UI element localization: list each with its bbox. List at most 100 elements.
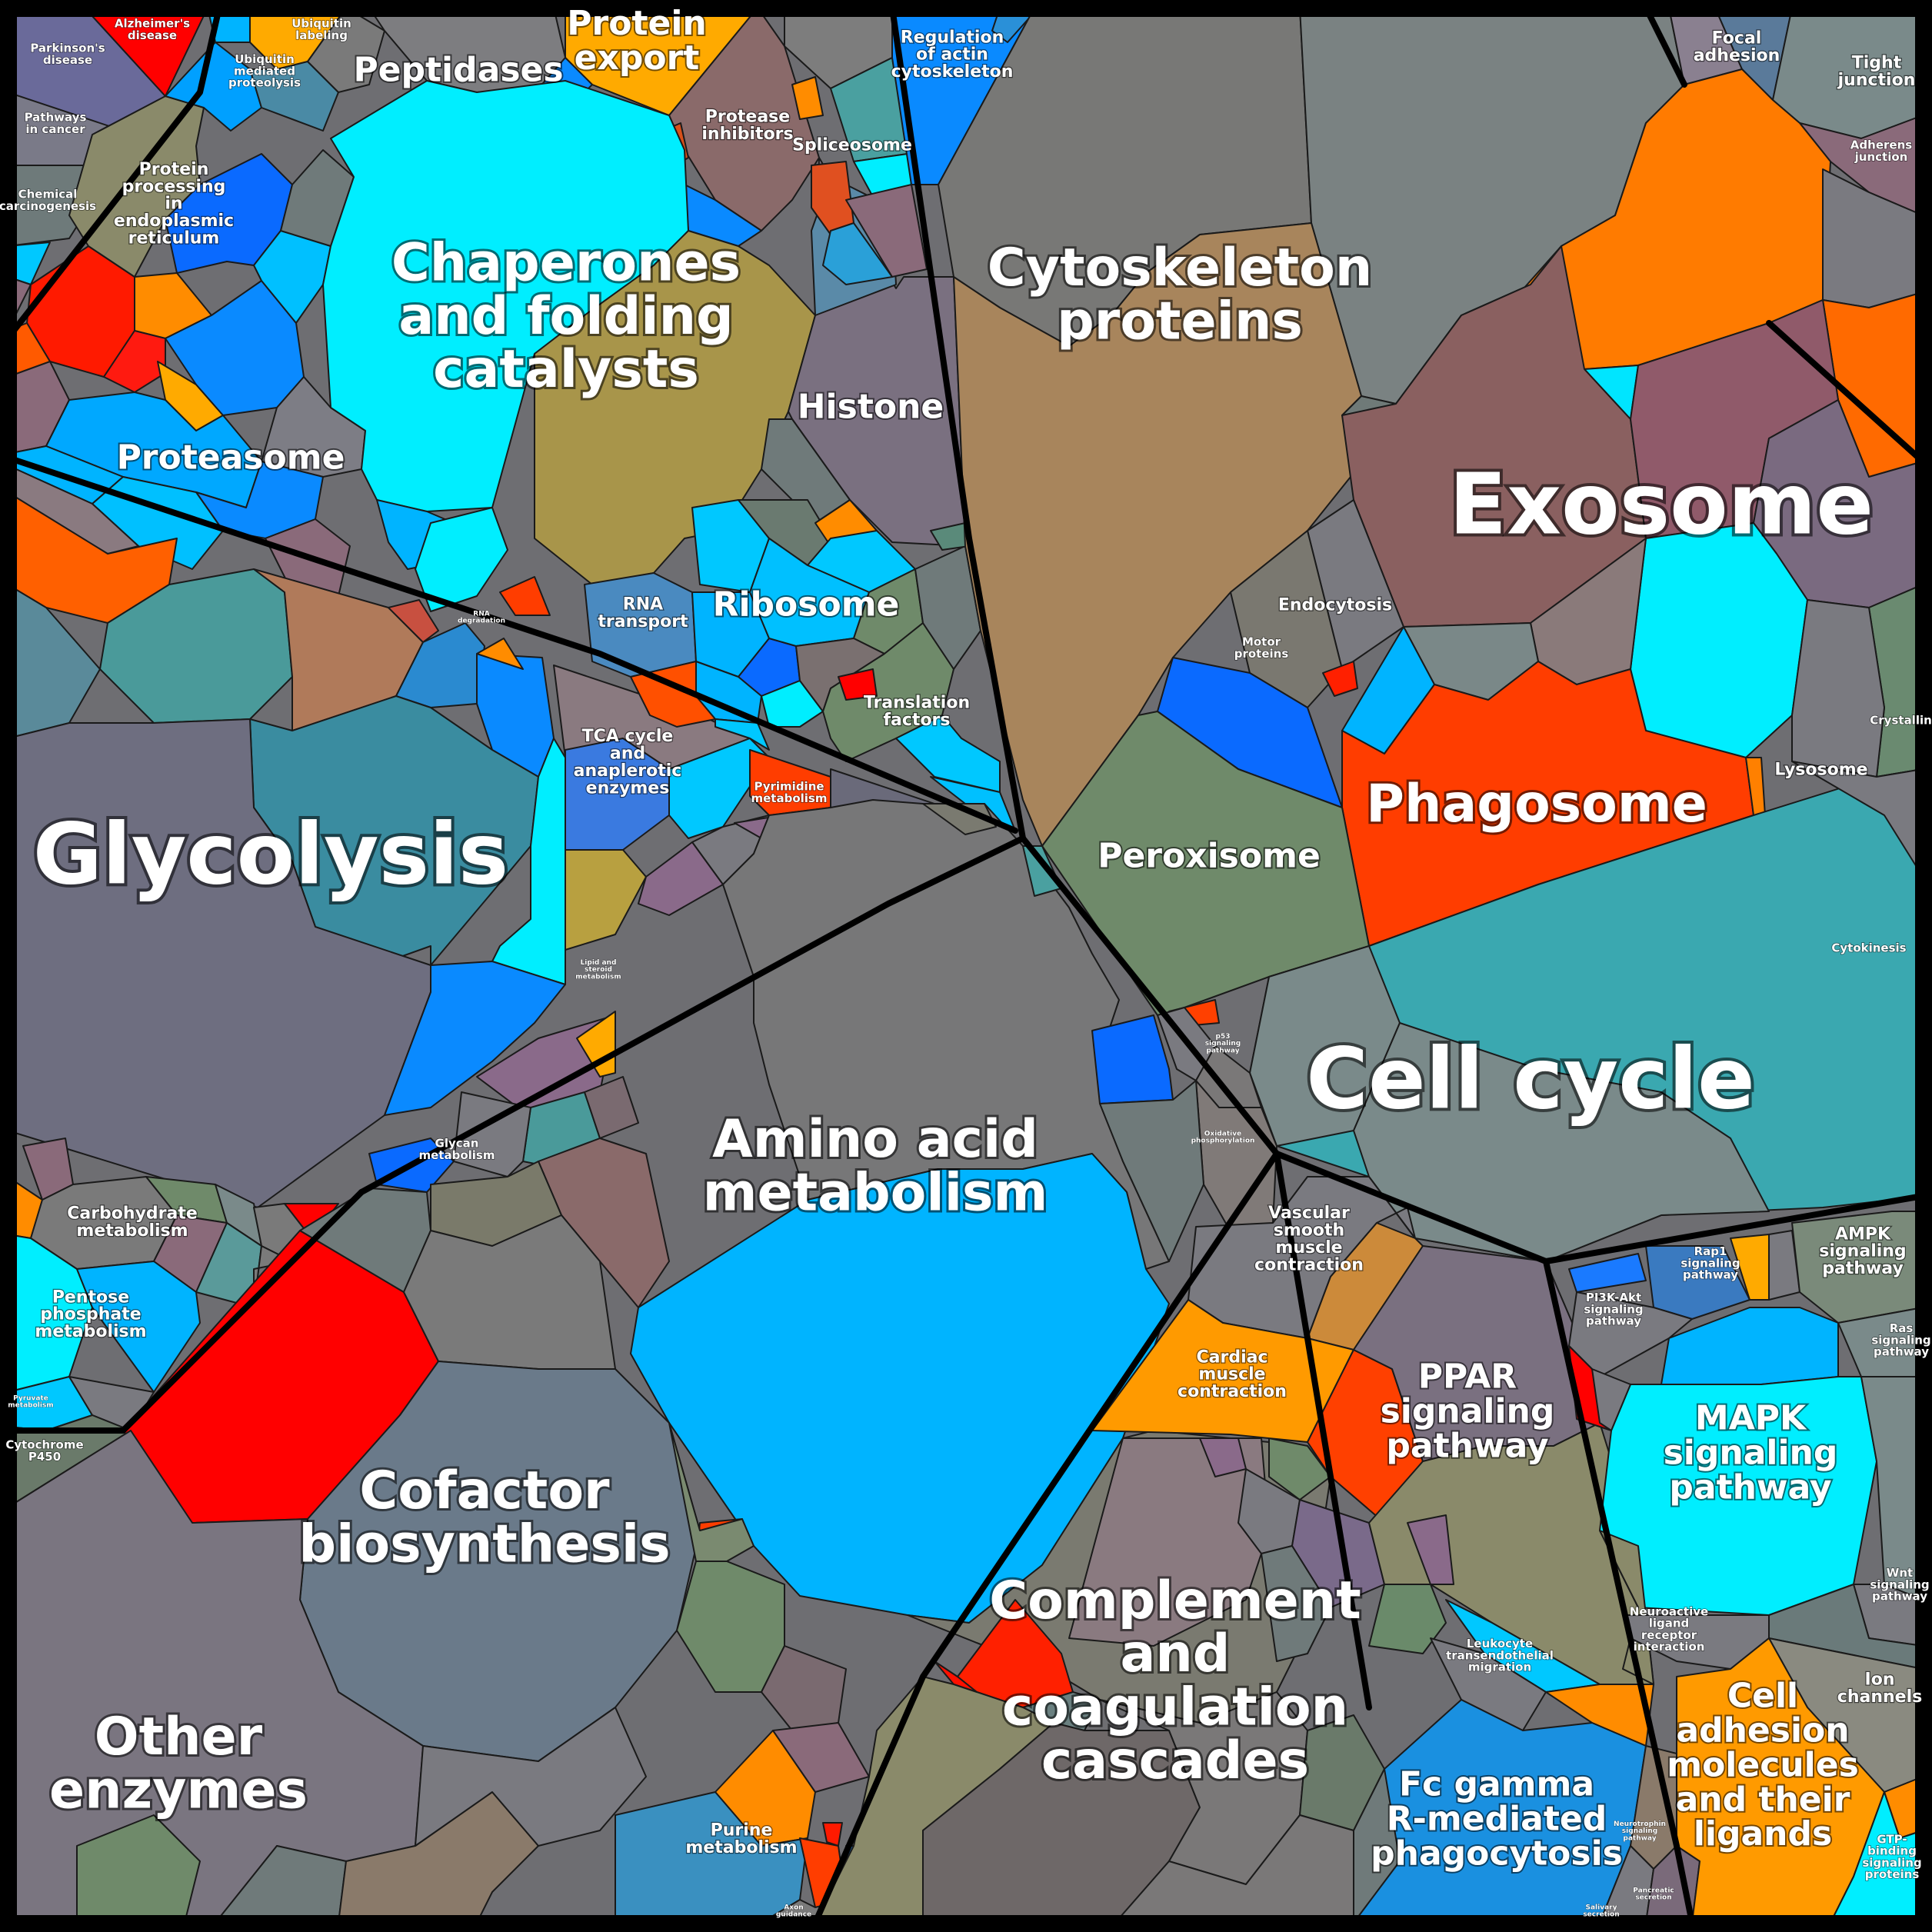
cell-green-cofactor-2 <box>668 1422 754 1562</box>
label-rap1-signaling: Rap1 signaling pathway <box>1681 1244 1740 1282</box>
label-glycan-metabolism: Glycan metabolism <box>419 1137 495 1162</box>
label-neurotrophin: Neurotrophin signaling pathway <box>1614 1820 1666 1842</box>
label-vascular-smooth-muscle: Vascular smooth muscle contraction <box>1254 1204 1364 1274</box>
label-motor-proteins: Motor proteins <box>1234 635 1289 661</box>
cell-gray-amino-left <box>584 1076 639 1139</box>
cell-purple-tca <box>638 841 724 916</box>
label-adherens-junction: Adherens junction <box>1850 138 1912 164</box>
label-protein-processing-er: Protein processing in endoplasmic reticulum <box>114 160 234 248</box>
region-border-cytoskeleton <box>889 5 1026 841</box>
cell-chaperones <box>322 80 689 512</box>
label-salivary-secretion: Salivary secretion <box>1583 1904 1619 1919</box>
label-pathways-in-cancer: Pathways in cancer <box>25 111 87 136</box>
label-tight-junction: Tight junction <box>1837 53 1916 89</box>
label-cardiac-muscle: Cardiac muscle contraction <box>1178 1347 1287 1401</box>
cell-rap1-signaling <box>1645 1245 1750 1320</box>
label-ion-channels: Ion channels <box>1837 1670 1922 1706</box>
cell-translation-factors <box>822 622 954 762</box>
label-pi3k-akt: PI3K-Akt signaling pathway <box>1584 1291 1643 1328</box>
label-histone: Histone <box>798 387 944 426</box>
label-mapk-signaling: MAPK signaling pathway <box>1664 1399 1838 1507</box>
region-border-complement <box>812 1151 1280 1926</box>
label-amino-acid: Amino acid metabolism <box>703 1109 1048 1223</box>
region-border-amino-left <box>358 835 1026 1195</box>
cell-gray-complement-2 <box>1261 1545 1331 1662</box>
cell-orange-glycolysis-small <box>476 638 524 670</box>
label-oxidative-phosphorylation: Oxidative phosphorylation <box>1191 1131 1255 1145</box>
label-cofactor-biosynthesis: Cofactor biosynthesis <box>298 1461 670 1574</box>
cell-olive-tca <box>565 849 647 951</box>
label-tca-cycle: TCA cycle and anaplerotic enzymes <box>574 727 682 798</box>
cells <box>7 7 1924 1924</box>
label-axon-guidance: Axon guidance <box>776 1904 811 1919</box>
region-borders <box>5 5 1926 1926</box>
label-pyruvate: Pyruvate metabolism <box>8 1395 53 1410</box>
cell-oxidative-phosphorylation <box>1195 1080 1277 1239</box>
cell-azure-glycolysis-low <box>384 961 566 1116</box>
label-leukocyte-migration: Leukocyte transendothelial migration <box>1446 1637 1554 1674</box>
cell-green-ppar <box>1368 1584 1447 1654</box>
cell-lysosome <box>1791 599 1885 778</box>
cell-gray-signal-strip <box>1591 1368 1631 1431</box>
label-ubiquitin-mediated: Ubiquitin mediated proteolysis <box>228 52 301 90</box>
cell-cyan-chaperone-low <box>415 507 508 612</box>
cell-steel-spliceosome <box>822 222 893 285</box>
label-translation-factors: Translation factors <box>864 693 970 729</box>
label-cytoskeleton: Cytoskeleton proteins <box>988 238 1373 351</box>
label-lysosome: Lysosome <box>1774 761 1867 780</box>
label-glycolysis: Glycolysis <box>33 805 509 904</box>
cell-gray-enzymes-mid <box>415 1707 647 1847</box>
label-peptidases: Peptidases <box>353 50 563 89</box>
label-regulation-actin: Regulation of actin cytoskeleton <box>891 28 1014 82</box>
label-ribosome: Ribosome <box>713 585 900 624</box>
cell-royal-amino <box>1091 1014 1174 1104</box>
cell-red-small <box>103 330 166 393</box>
cell-red-small-amino <box>838 668 878 701</box>
cell-pentose-phosphate <box>76 1261 201 1393</box>
cell-cyan-ribosome-4 <box>715 718 770 751</box>
cell-cell-cycle-lower <box>1353 1022 1770 1262</box>
region-border-genetic-metabolism <box>5 455 1018 834</box>
label-neuroactive-ligand: Neuroactive ligand receptor interaction <box>1630 1604 1708 1654</box>
cell-purple-complement-2 <box>1291 1499 1385 1608</box>
label-pentose-phosphate: Pentose phosphate metabolism <box>35 1287 146 1341</box>
region-border-mapk <box>1543 1258 1695 1926</box>
cell-red-purine-tiny <box>822 1822 843 1847</box>
label-rna-transport: RNA transport <box>598 595 688 631</box>
label-other-enzymes: Other enzymes <box>49 1707 308 1820</box>
region-border-cofactor <box>5 1189 365 1434</box>
cell-cyan-translation <box>895 715 1001 793</box>
cell-red-orange-chaperone <box>499 576 551 616</box>
label-cytokinesis: Cytokinesis <box>1831 941 1906 954</box>
label-purine-metabolism: Purine metabolism <box>685 1820 797 1857</box>
label-spliceosome: Spliceosome <box>792 136 912 155</box>
label-complement-coagulation: Complement and coagulation cascades <box>989 1571 1361 1791</box>
label-gtp-binding: GTP-binding signaling proteins <box>1862 1832 1921 1881</box>
label-rna-degradation: RNA degradation <box>458 611 505 625</box>
label-wnt-signaling: Wnt signaling pathway <box>1870 1566 1929 1604</box>
region-border-focal <box>1643 5 1687 88</box>
label-cytochrome-p450: Cytochrome P450 <box>5 1438 83 1464</box>
label-carbohydrate: Carbohydrate metabolism <box>67 1204 198 1240</box>
label-fc-gamma-phagocytosis: Fc gamma R-mediated phagocytosis <box>1371 1765 1623 1874</box>
cell-green-enzymes <box>76 1814 201 1924</box>
cell-brown-cofactor <box>761 1645 847 1731</box>
cell-leukocyte <box>1430 1637 1547 1731</box>
label-ppar-signaling: PPAR signaling pathway <box>1381 1357 1555 1466</box>
cell-mauve-spliceosome <box>845 184 928 278</box>
cell-gray-ribosome-right <box>914 545 981 670</box>
label-cell-adhesion-molecules: Cell adhesion molecules and their ligands <box>1667 1677 1859 1854</box>
cell-orange-spliceosome <box>791 76 824 120</box>
label-exosome: Exosome <box>1449 455 1874 554</box>
cell-red-endocytosis <box>1322 661 1358 697</box>
label-phagosome: Phagosome <box>1366 774 1707 834</box>
label-ampk-signaling: AMPK signaling pathway <box>1819 1224 1906 1278</box>
region-border-exosome-right <box>1766 320 1926 465</box>
label-pancreatic-secretion: Pancreatic secretion <box>1633 1887 1674 1902</box>
label-ras-signaling: Ras signaling pathway <box>1871 1321 1930 1359</box>
label-pyrimidine: Pyrimidine metabolism <box>751 780 828 805</box>
label-parkinsons-disease: Parkinson's disease <box>30 42 105 67</box>
label-protein-export: Protein export <box>567 4 706 78</box>
